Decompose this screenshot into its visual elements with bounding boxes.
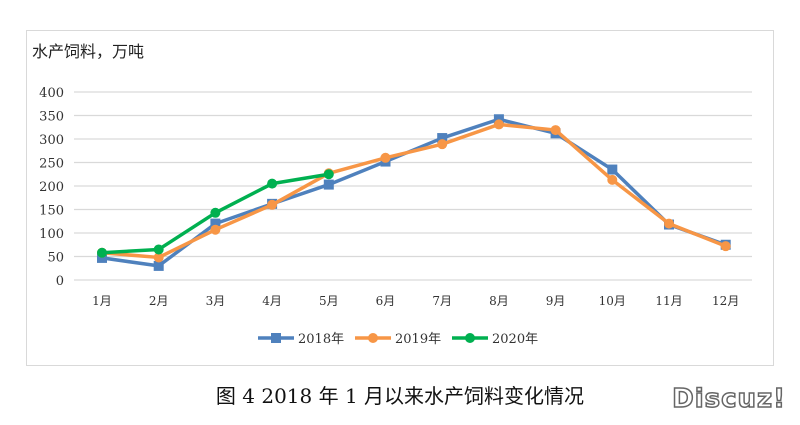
legend-label: 2019年	[395, 332, 441, 347]
x-tick-label: 9月	[546, 294, 566, 308]
x-tick-label: 8月	[489, 294, 509, 308]
data-point	[153, 260, 164, 271]
x-tick-label: 5月	[319, 294, 339, 308]
legend-marker	[368, 333, 378, 343]
data-point	[550, 125, 561, 136]
legend-marker	[465, 333, 475, 343]
y-tick-label: 350	[39, 110, 64, 125]
data-point	[380, 152, 391, 163]
data-point	[267, 178, 278, 189]
x-tick-label: 1月	[92, 294, 112, 308]
legend-label: 2020年	[492, 332, 538, 347]
y-tick-label: 50	[47, 251, 64, 266]
data-point	[664, 218, 674, 229]
data-point	[720, 241, 731, 252]
data-point	[97, 252, 107, 263]
data-point	[267, 199, 278, 210]
x-tick-label: 11月	[655, 294, 682, 308]
data-point	[493, 114, 504, 125]
y-axis-label: 水产饲料，万吨	[32, 42, 145, 61]
legend-label: 2018年	[298, 332, 344, 347]
chart-frame	[26, 30, 774, 366]
x-tick-label: 3月	[206, 294, 226, 308]
data-point	[607, 174, 618, 185]
data-point	[153, 244, 164, 255]
data-point	[210, 224, 221, 235]
data-point	[323, 169, 334, 180]
figure-caption: 图 4 2018 年 1 月以来水产饲料变化情况	[215, 384, 585, 408]
data-point	[210, 207, 221, 218]
data-point	[97, 247, 107, 258]
x-tick-label: 7月	[432, 294, 452, 308]
y-tick-label: 150	[39, 204, 64, 219]
data-point	[607, 164, 618, 175]
x-tick-label: 12月	[712, 294, 739, 308]
y-tick-label: 250	[39, 157, 64, 172]
y-tick-label: 200	[39, 180, 64, 195]
series-line-2018年	[101, 117, 727, 268]
data-point	[437, 133, 448, 144]
data-point	[153, 252, 164, 263]
legend-marker	[271, 333, 281, 343]
data-point	[323, 179, 334, 190]
watermark-logo: Discuz!	[671, 383, 786, 415]
y-tick-label: 400	[39, 86, 64, 101]
x-tick-label: 6月	[376, 294, 396, 308]
data-point	[210, 218, 221, 229]
series-line-2019年	[101, 122, 727, 260]
data-point	[437, 139, 448, 150]
data-point	[493, 119, 504, 130]
y-tick-label: 100	[39, 227, 64, 242]
y-tick-label: 300	[39, 133, 64, 148]
x-tick-label: 10月	[599, 294, 626, 308]
y-tick-label: 0	[56, 274, 64, 289]
x-tick-label: 2月	[149, 294, 169, 308]
x-tick-label: 4月	[262, 294, 282, 308]
